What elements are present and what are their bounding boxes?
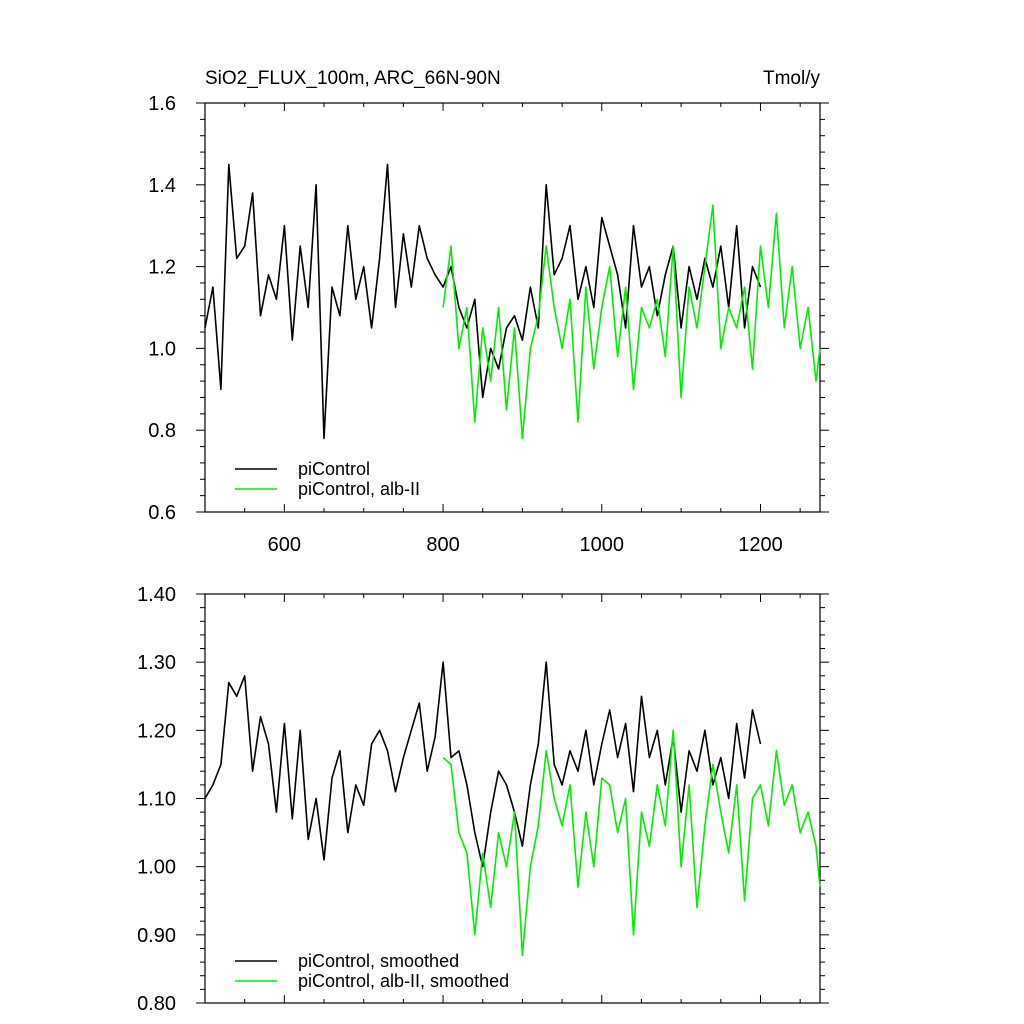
chart-title: SiO2_FLUX_100m, ARC_66N-90N xyxy=(205,68,501,89)
y-tick-label: 0.80 xyxy=(137,993,176,1015)
y-tick-label: 0.90 xyxy=(137,925,176,947)
y-tick-label: 1.10 xyxy=(137,789,176,811)
y-tick-label: 1.6 xyxy=(148,93,176,115)
y-tick-label: 0.6 xyxy=(148,502,176,524)
legend-label: piControl, alb-II, smoothed xyxy=(298,971,509,991)
y-tick-label: 1.0 xyxy=(148,338,176,360)
legend-label: piControl, alb-II xyxy=(298,479,420,499)
y-tick-label: 0.8 xyxy=(148,420,176,442)
bottom-panel: 0.80 0.90 1.00 1.10 1.20 1.30 1.40 piControl, s… xyxy=(137,584,829,1015)
y-tick-label: 1.20 xyxy=(137,720,176,742)
y-tick-label: 1.2 xyxy=(148,257,176,279)
series-line-picontrol-smoothed xyxy=(204,661,762,868)
series-line-picontrol xyxy=(204,163,762,440)
top-panel: 600 800 1000 1200 0.6 0.8 1.0 1.2 1.4 1.6 piContro… xyxy=(148,93,829,556)
x-tick-label: 1200 xyxy=(738,534,783,556)
y-tick-label: 1.4 xyxy=(148,175,176,197)
series-line-picontrol-alb-ii xyxy=(442,204,821,440)
plot-frame xyxy=(204,102,821,513)
y-tick-label: 1.00 xyxy=(137,857,176,879)
legend-label: piControl, smoothed xyxy=(298,951,459,971)
x-tick-label: 800 xyxy=(426,534,459,556)
series-line-picontrol-alb-ii-smoothed xyxy=(442,729,821,957)
y-tick-label: 1.30 xyxy=(137,652,176,674)
x-tick-label: 600 xyxy=(268,534,301,556)
x-tick-label: 1000 xyxy=(580,534,625,556)
y-tick-label: 1.40 xyxy=(137,584,176,606)
units-label: Tmol/y xyxy=(763,68,821,89)
legend-label: piControl xyxy=(298,459,370,479)
